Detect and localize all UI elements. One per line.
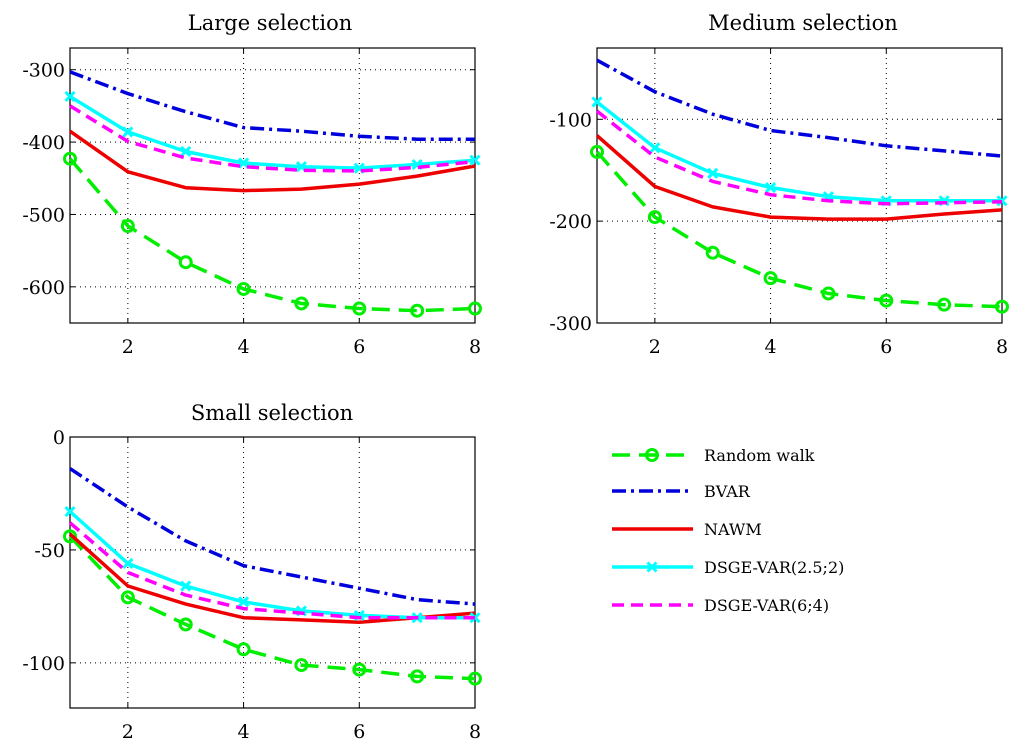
panel-title: Medium selection xyxy=(708,11,898,35)
x-tick-label: 8 xyxy=(469,336,481,358)
data-point-dsge-var-2.5-2 xyxy=(591,96,603,108)
data-point-dsge-var-2.5-2 xyxy=(238,596,250,608)
data-point-random-walk xyxy=(294,296,309,311)
data-point-random-walk xyxy=(647,210,662,225)
data-point-random-walk xyxy=(63,151,77,166)
y-tick-label: -100 xyxy=(549,109,592,131)
plot-area xyxy=(596,47,1003,324)
data-point-random-walk xyxy=(590,144,604,159)
panel-title: Large selection xyxy=(188,11,352,35)
data-point-random-walk xyxy=(294,658,309,673)
data-point-random-walk xyxy=(937,297,952,312)
data-point-random-walk xyxy=(763,271,778,286)
legend-entry-dsge-var-6-4: DSGE-VAR(6;4) xyxy=(612,596,829,615)
series-line-dsge-var-2.5-2 xyxy=(69,95,476,170)
legend-entry-random-walk: Random walk xyxy=(612,446,815,465)
legend-marker-x xyxy=(646,561,658,573)
data-point-random-walk xyxy=(63,529,77,544)
y-tick-label: -600 xyxy=(22,277,65,299)
data-point-random-walk xyxy=(995,299,1009,314)
data-point-random-walk xyxy=(410,303,425,318)
data-point-random-walk xyxy=(468,671,482,686)
data-point-random-walk xyxy=(410,669,425,684)
series-line-random-walk xyxy=(68,535,476,681)
legend-label-dsge-var-2.5-2: DSGE-VAR(2.5;2) xyxy=(704,558,844,577)
data-point-random-walk xyxy=(352,662,367,677)
data-point-dsge-var-2.5-2 xyxy=(707,167,719,179)
series-line-dsge-var-2.5-2 xyxy=(595,100,1002,203)
data-point-dsge-var-2.5-2 xyxy=(180,145,192,158)
y-tick-label: -300 xyxy=(22,60,65,82)
legend-entry-nawm: NAWM xyxy=(612,520,762,539)
x-tick-label: 4 xyxy=(765,336,777,358)
x-tick-label: 6 xyxy=(880,336,892,358)
panel-small: Small selection 2 4 6 8 -100 -50 0 xyxy=(22,401,482,740)
y-tick-label: -100 xyxy=(22,653,65,675)
panel-medium: Medium selection 2 4 6 8 -300 -200 -100 xyxy=(549,11,1009,358)
data-point-random-walk xyxy=(236,642,251,657)
legend-label-nawm: NAWM xyxy=(704,520,762,539)
legend-label-bvar: BVAR xyxy=(704,482,751,501)
series-line-dsge-var-6-4 xyxy=(595,109,1003,206)
series-line-bvar xyxy=(69,467,476,606)
data-point-dsge-var-2.5-2 xyxy=(996,195,1008,207)
data-point-random-walk xyxy=(705,245,720,260)
y-tick-label: -200 xyxy=(549,211,592,233)
data-point-dsge-var-2.5-2 xyxy=(64,90,76,103)
data-point-random-walk xyxy=(821,286,836,301)
data-point-dsge-var-2.5-2 xyxy=(122,126,134,138)
data-point-random-walk xyxy=(178,617,193,632)
data-point-random-walk xyxy=(236,281,251,296)
legend-label-dsge-var-6-4: DSGE-VAR(6;4) xyxy=(704,596,829,615)
data-point-dsge-var-2.5-2 xyxy=(469,154,481,166)
data-point-random-walk xyxy=(120,219,135,234)
x-tick-label: 6 xyxy=(353,721,365,740)
x-tick-label: 2 xyxy=(122,721,134,740)
data-point-random-walk xyxy=(468,301,482,316)
data-point-random-walk xyxy=(178,255,193,270)
data-point-random-walk xyxy=(352,301,367,316)
series-line-nawm xyxy=(68,129,476,193)
series-line-dsge-var-6-4 xyxy=(69,104,476,173)
series-line-nawm xyxy=(595,134,1003,221)
panel-large: Large selection 2 4 6 8 -600 -500 -400 -300 xyxy=(22,11,482,358)
x-tick-label: 8 xyxy=(996,336,1008,358)
data-point-dsge-var-2.5-2 xyxy=(238,157,250,169)
series-line-random-walk xyxy=(68,157,476,313)
y-tick-label: -300 xyxy=(549,313,592,335)
y-tick-label: -400 xyxy=(22,132,65,154)
panel-title: Small selection xyxy=(191,401,353,425)
series-line-bvar xyxy=(596,58,1003,158)
data-point-dsge-var-2.5-2 xyxy=(765,181,777,194)
x-tick-label: 2 xyxy=(122,336,134,358)
y-tick-label: 0 xyxy=(53,427,65,449)
data-point-dsge-var-2.5-2 xyxy=(122,557,134,570)
series-line-random-walk xyxy=(595,150,1003,309)
x-tick-label: 8 xyxy=(469,721,481,740)
x-tick-label: 6 xyxy=(353,336,365,358)
y-tick-label: -50 xyxy=(34,540,65,562)
data-point-random-walk xyxy=(120,590,135,605)
legend-entry-bvar: BVAR xyxy=(612,482,751,501)
data-point-dsge-var-2.5-2 xyxy=(180,580,192,592)
x-tick-label: 4 xyxy=(238,721,250,740)
series-line-dsge-var-6-4 xyxy=(68,521,475,620)
legend-entry-dsge-var-2.5-2: DSGE-VAR(2.5;2) xyxy=(612,558,844,577)
y-tick-label: -500 xyxy=(22,204,65,226)
x-tick-label: 2 xyxy=(649,336,661,358)
legend-label-random-walk: Random walk xyxy=(704,446,815,465)
legend: Random walk BVAR NAWM DSGE-VAR(2.5;2) DS… xyxy=(612,446,844,615)
x-tick-label: 4 xyxy=(238,336,250,358)
data-point-dsge-var-2.5-2 xyxy=(64,505,76,518)
data-point-dsge-var-2.5-2 xyxy=(649,142,661,154)
plot-area xyxy=(69,47,476,324)
data-point-random-walk xyxy=(879,293,894,308)
legend-marker-circle xyxy=(645,448,659,462)
